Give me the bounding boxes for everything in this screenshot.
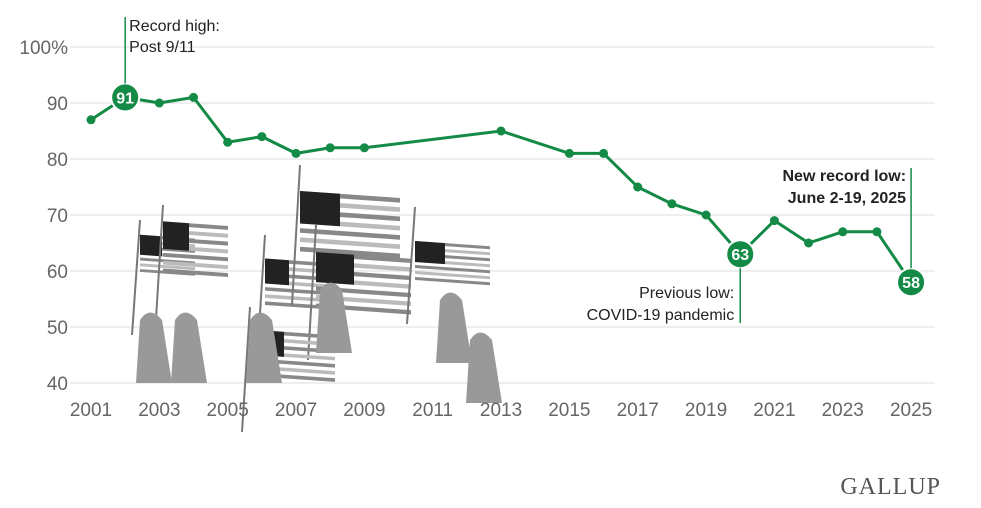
data-point <box>872 227 882 237</box>
data-point <box>291 148 301 158</box>
x-tick-label: 2019 <box>685 400 727 421</box>
x-tick-label: 2025 <box>890 400 932 421</box>
annotation-previous-low: COVID-19 pandemic <box>587 307 735 324</box>
data-point <box>599 148 609 158</box>
hand-icon <box>246 312 282 383</box>
annotation-new-low: New record low: <box>783 168 907 185</box>
y-tick-label: 50 <box>47 318 68 339</box>
data-point <box>838 227 848 237</box>
x-tick-label: 2021 <box>753 400 795 421</box>
data-point <box>359 143 369 153</box>
data-point <box>804 238 814 248</box>
y-tick-label: 70 <box>47 206 68 227</box>
annotation-previous-low: Previous low: <box>639 285 734 302</box>
data-point <box>223 137 233 147</box>
annotation-record-high: Record high: <box>129 18 220 35</box>
data-point <box>769 216 779 226</box>
flag-icon <box>291 164 400 306</box>
hand-icon <box>466 332 502 403</box>
x-tick-label: 2007 <box>275 400 317 421</box>
data-point <box>86 115 96 125</box>
annotation-record-high: Post 9/11 <box>129 39 196 56</box>
annotation-new-low: June 2-19, 2025 <box>788 190 906 207</box>
x-tick-label: 2009 <box>343 400 385 421</box>
x-tick-label: 2001 <box>70 400 112 421</box>
x-tick-label: 2023 <box>822 400 864 421</box>
x-tick-label: 2013 <box>480 400 522 421</box>
hand-icon <box>316 282 352 353</box>
data-point <box>701 210 711 220</box>
flags-photo <box>131 164 502 433</box>
gallup-logo: GALLUP <box>840 474 941 500</box>
x-tick-label: 2003 <box>138 400 180 421</box>
hand-icon <box>436 292 472 363</box>
data-point <box>154 98 164 108</box>
y-tick-label: 60 <box>47 262 68 283</box>
data-point <box>633 182 643 192</box>
data-point <box>257 132 267 142</box>
hand-icon <box>171 312 207 383</box>
data-point <box>564 148 574 158</box>
data-point <box>189 92 199 102</box>
x-tick-label: 2017 <box>617 400 659 421</box>
y-tick-label: 100% <box>19 38 68 59</box>
hand-icon <box>136 312 172 383</box>
data-point <box>325 143 335 153</box>
data-point <box>667 199 677 209</box>
x-tick-label: 2015 <box>548 400 590 421</box>
data-label: 91 <box>116 90 134 107</box>
data-label: 63 <box>731 247 749 264</box>
x-tick-label: 2005 <box>207 400 249 421</box>
x-tick-label: 2011 <box>412 400 453 421</box>
data-point <box>496 126 506 136</box>
flag-icon <box>406 206 490 325</box>
y-tick-label: 80 <box>47 150 68 171</box>
data-label: 58 <box>902 275 920 292</box>
y-tick-label: 90 <box>47 94 68 115</box>
y-tick-label: 40 <box>47 374 68 395</box>
flag-icon <box>154 204 228 336</box>
